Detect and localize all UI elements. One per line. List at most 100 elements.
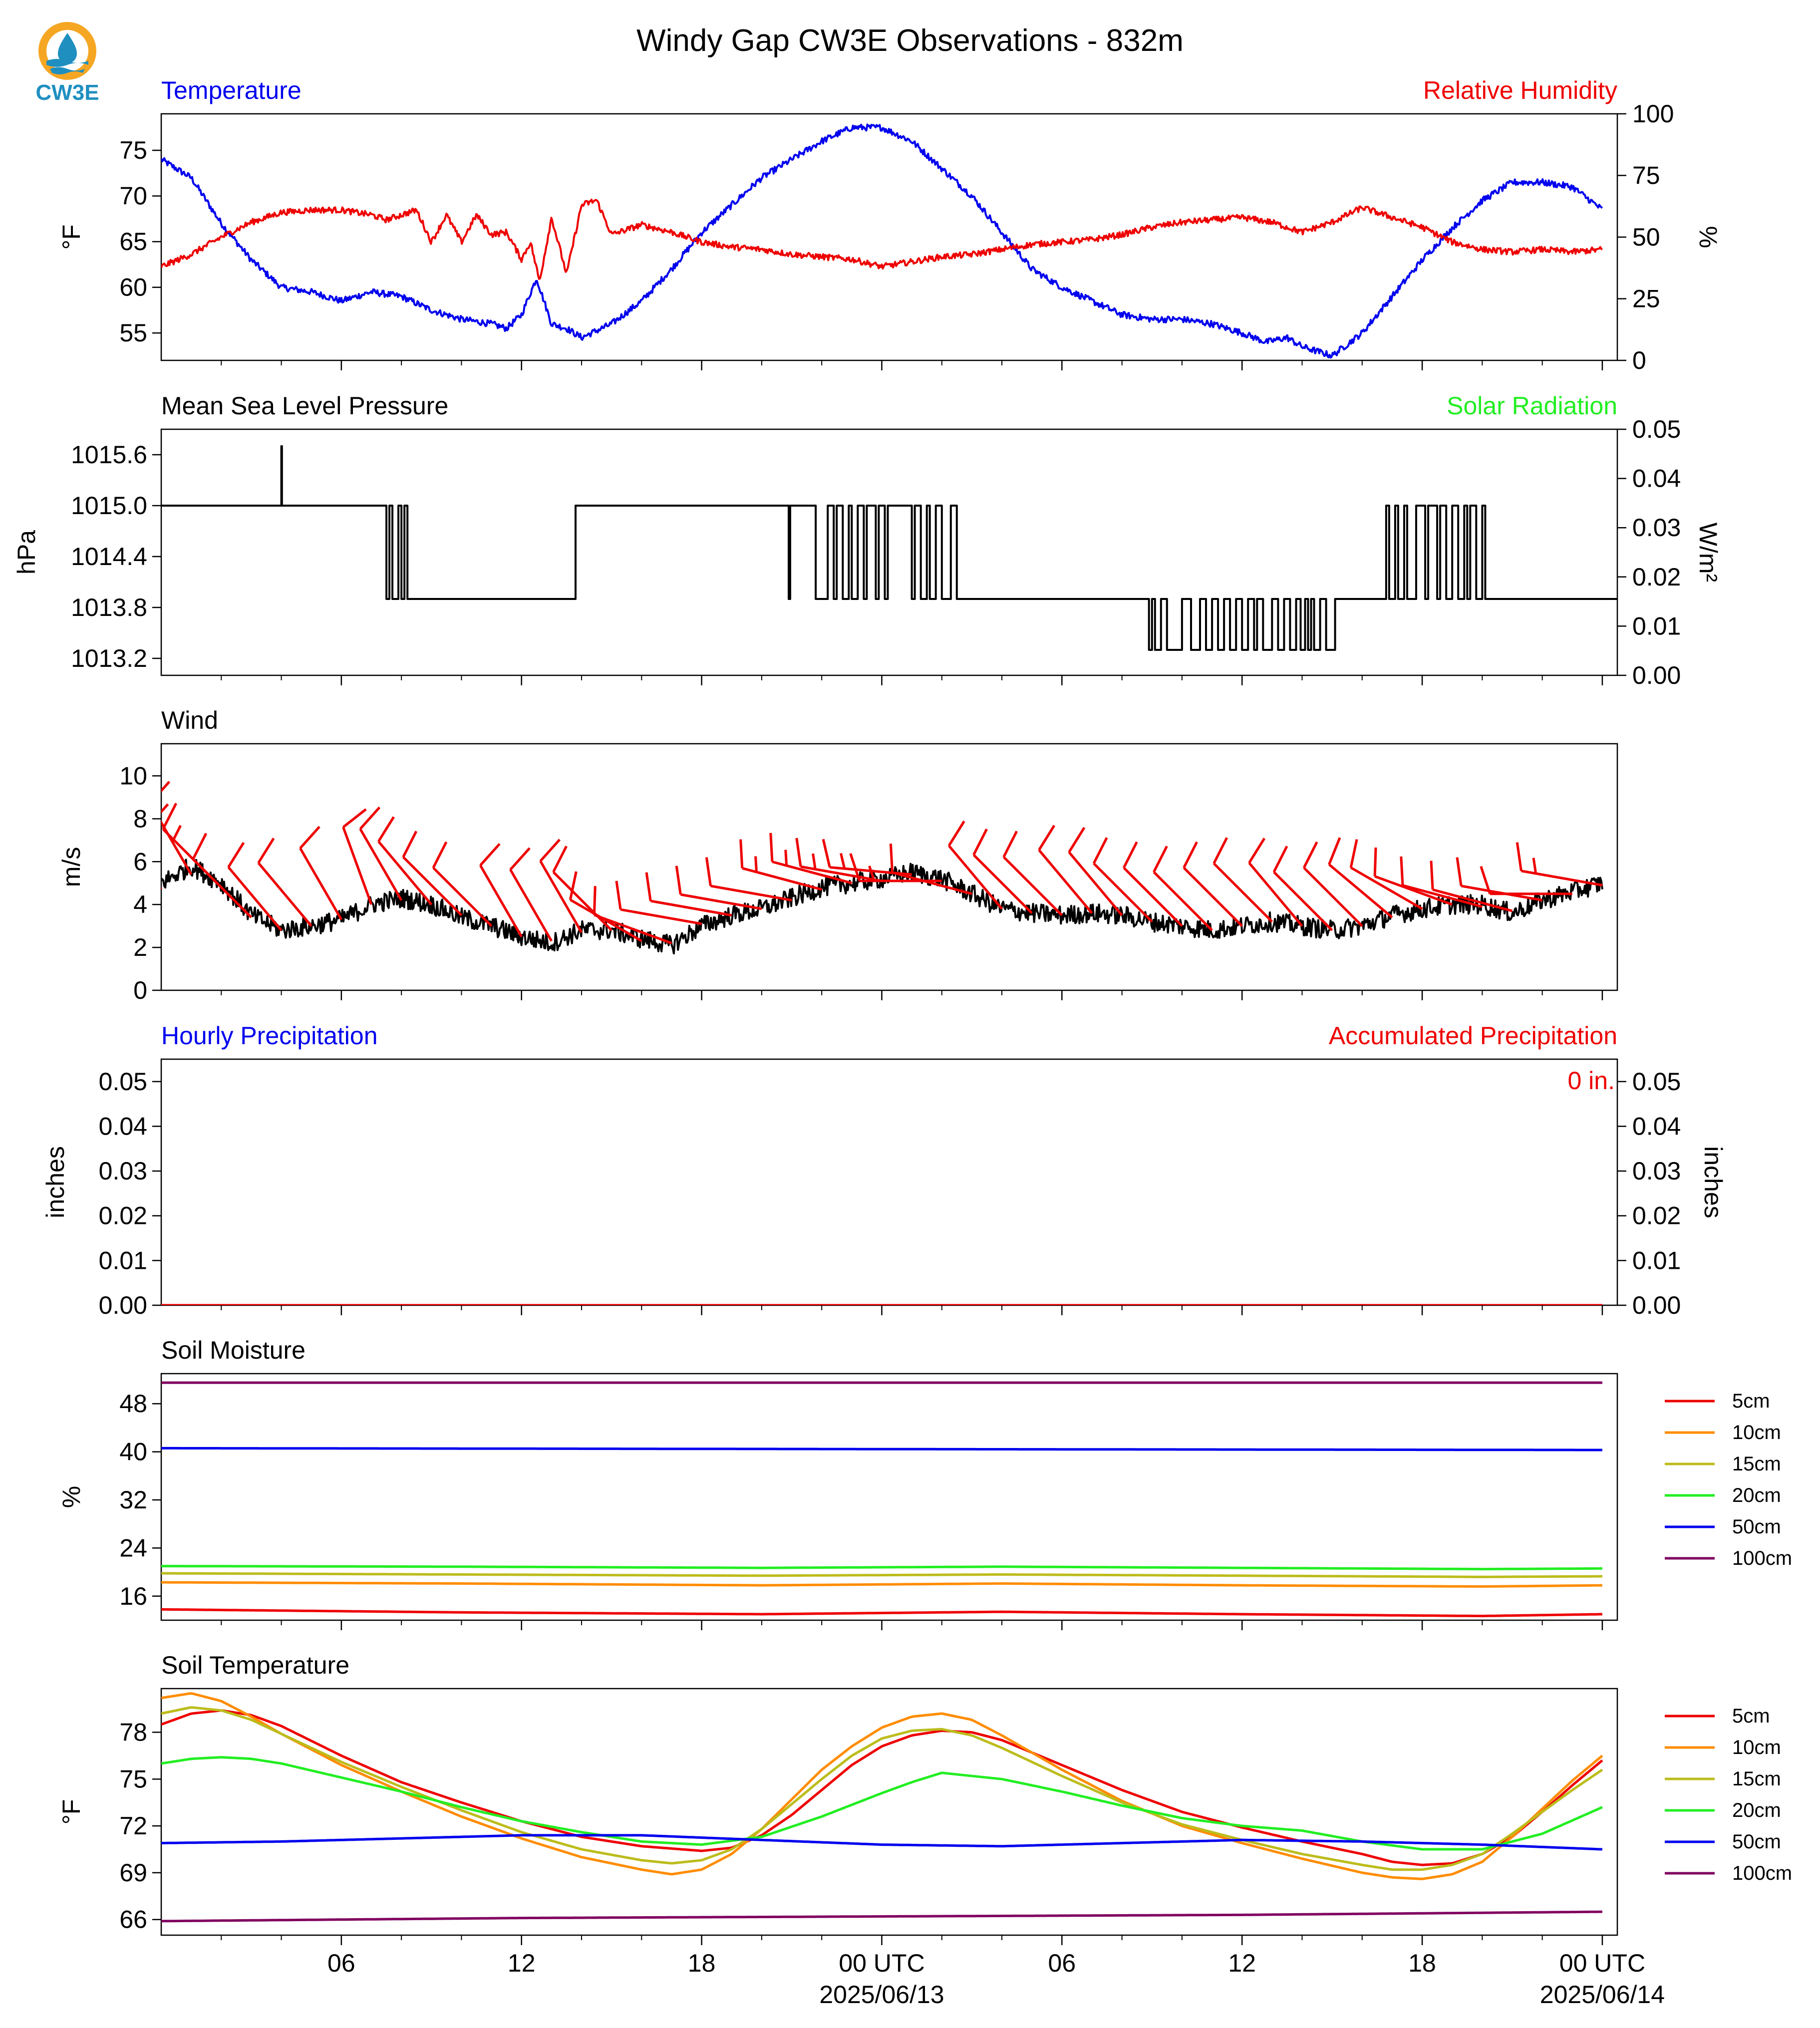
barb-flag <box>795 838 802 867</box>
barb-flag <box>705 857 712 886</box>
y2-axis-label: % <box>1694 226 1722 248</box>
y-axis-label: % <box>57 1486 85 1508</box>
y-tick-label: 65 <box>119 228 147 256</box>
y2-tick-label: 0.05 <box>1632 415 1681 443</box>
barb-staff <box>972 854 1033 914</box>
barb-flag <box>1002 831 1018 858</box>
y2-tick-label: 25 <box>1632 285 1660 313</box>
y-tick-label: 1015.0 <box>71 492 147 520</box>
x-axis-labels: 06 12 18 00 UTC 2025/06/13 06 12 18 00 UTC 2025/0… <box>327 1949 1665 2009</box>
wind-barb <box>1373 847 1453 906</box>
wind-barb <box>1349 839 1423 910</box>
barb-flag <box>947 820 965 847</box>
x-tick-label: 12 <box>508 1949 536 1977</box>
wind-barb <box>342 808 373 905</box>
barb-flag <box>569 871 578 900</box>
barb-flag <box>1456 857 1463 886</box>
barb-flag <box>615 880 622 910</box>
wind-barb <box>299 826 343 920</box>
y2-tick-label: 0.01 <box>1632 612 1681 640</box>
wind-barb <box>1213 837 1273 923</box>
wind-barb <box>972 828 1033 914</box>
y-tick-label: 8 <box>133 805 147 833</box>
series-5cm <box>161 1709 1603 1866</box>
wind-barb <box>227 842 283 931</box>
legend-label: 10cm <box>1732 1422 1781 1444</box>
barb-staff <box>650 899 732 917</box>
y-tick-label: 69 <box>119 1859 147 1887</box>
barb-flag <box>1349 839 1358 868</box>
wind-barb <box>402 831 463 916</box>
y-axis-label: inches <box>41 1146 69 1218</box>
y2-axis-label: inches <box>1699 1146 1727 1218</box>
wind-barb <box>359 806 403 901</box>
barb-flag <box>299 826 320 850</box>
wind-barb <box>947 820 1003 910</box>
barb-staff <box>1521 869 1603 886</box>
wind-barb <box>675 866 762 910</box>
wind-barb <box>1153 846 1213 931</box>
right-title: Solar Radiation <box>1447 392 1617 420</box>
y-tick-label: 75 <box>119 1765 147 1793</box>
barb-staff <box>299 848 343 920</box>
barb-flag <box>1213 837 1228 864</box>
wind-barb <box>1430 861 1513 912</box>
left-title: Hourly Precipitation <box>161 1022 378 1050</box>
barb-flag <box>1328 837 1341 865</box>
x-tick-label: 00 UTC <box>839 1949 924 1977</box>
y-tick-label: 1014.4 <box>71 543 147 571</box>
wind-barb <box>889 844 972 895</box>
series-50cm <box>161 1447 1602 1451</box>
wind-barb <box>192 833 253 918</box>
barb-flag <box>342 808 367 829</box>
barb-staff <box>1002 856 1063 916</box>
barb-half-flag <box>161 803 169 814</box>
barb-flag <box>645 872 652 901</box>
x-tick-label: 12 <box>1228 1949 1256 1977</box>
barb-staff <box>227 866 283 931</box>
y2-tick-label: 100 <box>1632 100 1674 128</box>
barb-staff <box>552 871 612 931</box>
y-tick-label: 1013.2 <box>71 644 147 672</box>
barb-flag <box>1373 847 1377 876</box>
wind-barb <box>615 880 702 925</box>
barb-staff <box>680 893 762 910</box>
barb-staff <box>1093 863 1153 923</box>
wind-barb <box>769 833 852 884</box>
legend-label: 100cm <box>1732 1862 1792 1884</box>
wind-barb <box>1272 846 1333 931</box>
y-tick-label: 6 <box>133 848 147 875</box>
wind-barb <box>432 841 493 927</box>
barb-flag <box>889 844 894 873</box>
legend-label: 50cm <box>1732 1516 1781 1538</box>
barb-staff <box>257 862 312 927</box>
barb-flag <box>1248 838 1266 864</box>
panel-5: Soil Moisture1624324048%5cm10cm15cm20cm5… <box>57 1336 1792 1630</box>
series-20cm <box>161 1565 1602 1571</box>
x-tick-label: 06 <box>1048 1949 1076 1977</box>
y-tick-label: 72 <box>119 1812 147 1840</box>
barb-staff <box>1068 851 1123 916</box>
y2-tick-label: 0.00 <box>1632 1291 1681 1319</box>
series-50cm <box>161 1834 1602 1851</box>
legend-label: 50cm <box>1732 1831 1781 1853</box>
barb-flag <box>593 886 597 915</box>
y-tick-label: 75 <box>119 136 147 164</box>
series-red-1 <box>161 199 1603 280</box>
x-tick-label: 18 <box>688 1949 716 1977</box>
series-15cm <box>161 1572 1602 1578</box>
right-title: Relative Humidity <box>1423 76 1617 104</box>
barb-staff <box>1123 867 1183 927</box>
wind-barb <box>539 839 583 933</box>
wind-barb <box>161 781 193 875</box>
y-tick-label: 0.01 <box>99 1246 147 1274</box>
y2-tick-label: 0.01 <box>1632 1246 1681 1274</box>
y-tick-label: 32 <box>119 1486 147 1514</box>
barb-flag <box>227 842 245 868</box>
y2-tick-label: 0.03 <box>1632 514 1681 542</box>
plot-area <box>161 445 1617 651</box>
legend-label: 5cm <box>1732 1705 1770 1727</box>
y-tick-label: 0.00 <box>99 1291 147 1319</box>
panel-1: Temperature Relative Humidity 55 60 65 70 75 °F… <box>57 76 1722 374</box>
plot-frame <box>160 113 1618 361</box>
